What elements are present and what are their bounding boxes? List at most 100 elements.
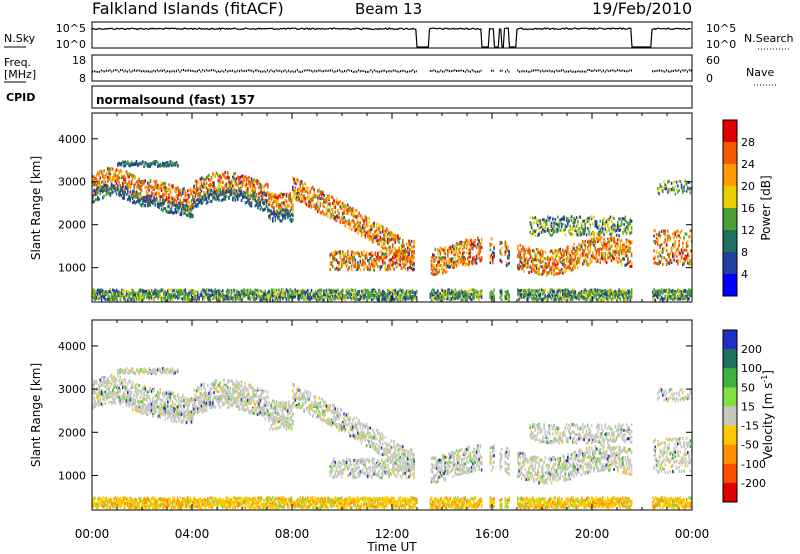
power-cell-1196	[187, 205, 189, 208]
power-cell-3332	[623, 246, 625, 249]
power-cell-330	[160, 183, 163, 187]
power-cell-3152	[590, 254, 593, 258]
power-cell-611	[218, 184, 220, 187]
power-cell-4780	[274, 295, 277, 299]
power-cell-3548	[582, 230, 584, 234]
power-cell-2226	[375, 257, 378, 261]
power-cell-1703	[344, 219, 347, 223]
power-cell-2181	[364, 256, 367, 260]
power-cell-4159	[119, 292, 122, 296]
power-cell-1419	[280, 212, 283, 216]
power-cell-4215	[133, 293, 135, 297]
power-cell-3	[92, 175, 94, 178]
power-cell-4400	[179, 290, 182, 294]
power-cell-4365	[170, 296, 173, 300]
power-cell-2768	[522, 266, 524, 270]
power-cell-353	[164, 191, 167, 195]
power-cell-559	[208, 188, 210, 191]
power-cell-1891	[383, 242, 385, 246]
power-cell-3320	[620, 249, 623, 252]
power-cell-23	[95, 191, 98, 195]
power-cell-1549	[312, 198, 314, 202]
power-cell-3917	[672, 186, 674, 190]
power-cell-1294	[228, 190, 230, 193]
power-cell-1815	[368, 220, 370, 224]
power-cell-2287	[392, 265, 394, 269]
power-cell-489	[193, 198, 195, 201]
power-cell-1954	[397, 236, 399, 240]
power-cell-2236	[378, 258, 380, 262]
power-cell-1080	[139, 202, 142, 206]
noise-right-tick-bottom: 10^0	[706, 38, 736, 51]
power-cell-1229	[200, 202, 203, 205]
power-cell-2061	[334, 250, 337, 254]
power-cell-3433	[545, 229, 548, 232]
power-cell-802	[258, 192, 260, 196]
power-cell-2957	[555, 249, 558, 253]
power-cell-1854	[375, 222, 378, 226]
power-cell-4053	[93, 296, 95, 300]
power-cell-3416	[540, 223, 543, 227]
power-cell-2404	[434, 268, 437, 272]
power-cell-3080	[578, 243, 580, 247]
power-cell-555	[207, 175, 209, 179]
power-cell-971	[93, 200, 95, 203]
power-cell-2450	[443, 248, 445, 252]
power-cell-1670	[337, 201, 339, 205]
power-cell-865	[272, 194, 274, 198]
power-cell-881	[274, 212, 277, 216]
power-cell-3013	[565, 250, 568, 254]
power-cell-130	[118, 171, 120, 175]
power-cell-1924	[390, 231, 393, 235]
power-cell-77	[107, 175, 109, 179]
power-cell-3906	[665, 184, 668, 188]
power-cell-1515	[305, 196, 308, 200]
power-cell-1004	[107, 191, 109, 195]
power-cell-1836	[372, 224, 374, 228]
power-cell-3690	[627, 227, 629, 231]
power-cell-866	[272, 201, 274, 205]
power-cell-3775	[667, 229, 669, 233]
power-cell-3858	[684, 254, 687, 258]
power-cell-605	[217, 190, 219, 194]
power-cell-4307	[157, 290, 159, 294]
power-cell-358	[165, 196, 168, 200]
power-cell-4232	[138, 289, 140, 293]
power-cell-2914	[548, 264, 550, 268]
power-cell-2960	[557, 249, 559, 253]
power-cell-484	[192, 195, 194, 199]
power-cell-3662	[618, 217, 620, 221]
power-cell-1265	[215, 193, 218, 197]
power-cell-2869	[540, 248, 543, 252]
power-cell-2527	[457, 252, 459, 256]
power-cell-3139	[588, 263, 590, 266]
power-cell-110	[114, 173, 117, 177]
power-cell-3860	[684, 248, 687, 252]
power-cell-2094	[343, 261, 345, 265]
power-cell-3780	[668, 255, 670, 259]
power-cell-3486	[563, 228, 565, 232]
power-cell-4362	[170, 288, 173, 292]
power-cell-1651	[333, 201, 335, 205]
power-cell-724	[242, 181, 244, 185]
power-cell-3303	[618, 237, 620, 241]
power-cell-3146	[589, 249, 592, 252]
power-cell-4949	[317, 291, 319, 295]
power-cell-3016	[567, 245, 569, 249]
power-cell-3670	[620, 216, 623, 220]
power-cell-741	[245, 188, 248, 192]
power-cell-3382	[530, 226, 533, 230]
power-cell-686	[234, 178, 237, 182]
power-cell-1242	[207, 192, 209, 196]
power-cell-4283	[150, 289, 153, 292]
power-cell-1553	[313, 203, 315, 207]
power-cell-3757	[663, 246, 665, 250]
power-cell-1859	[377, 241, 379, 245]
power-cell-4490	[202, 297, 204, 301]
power-cell-868	[272, 205, 274, 209]
power-cell-1769	[358, 221, 360, 225]
power-cell-1363	[257, 204, 259, 207]
power-cell-2329	[402, 250, 404, 254]
power-cell-1150	[168, 204, 170, 208]
power-cell-1010	[109, 193, 112, 197]
